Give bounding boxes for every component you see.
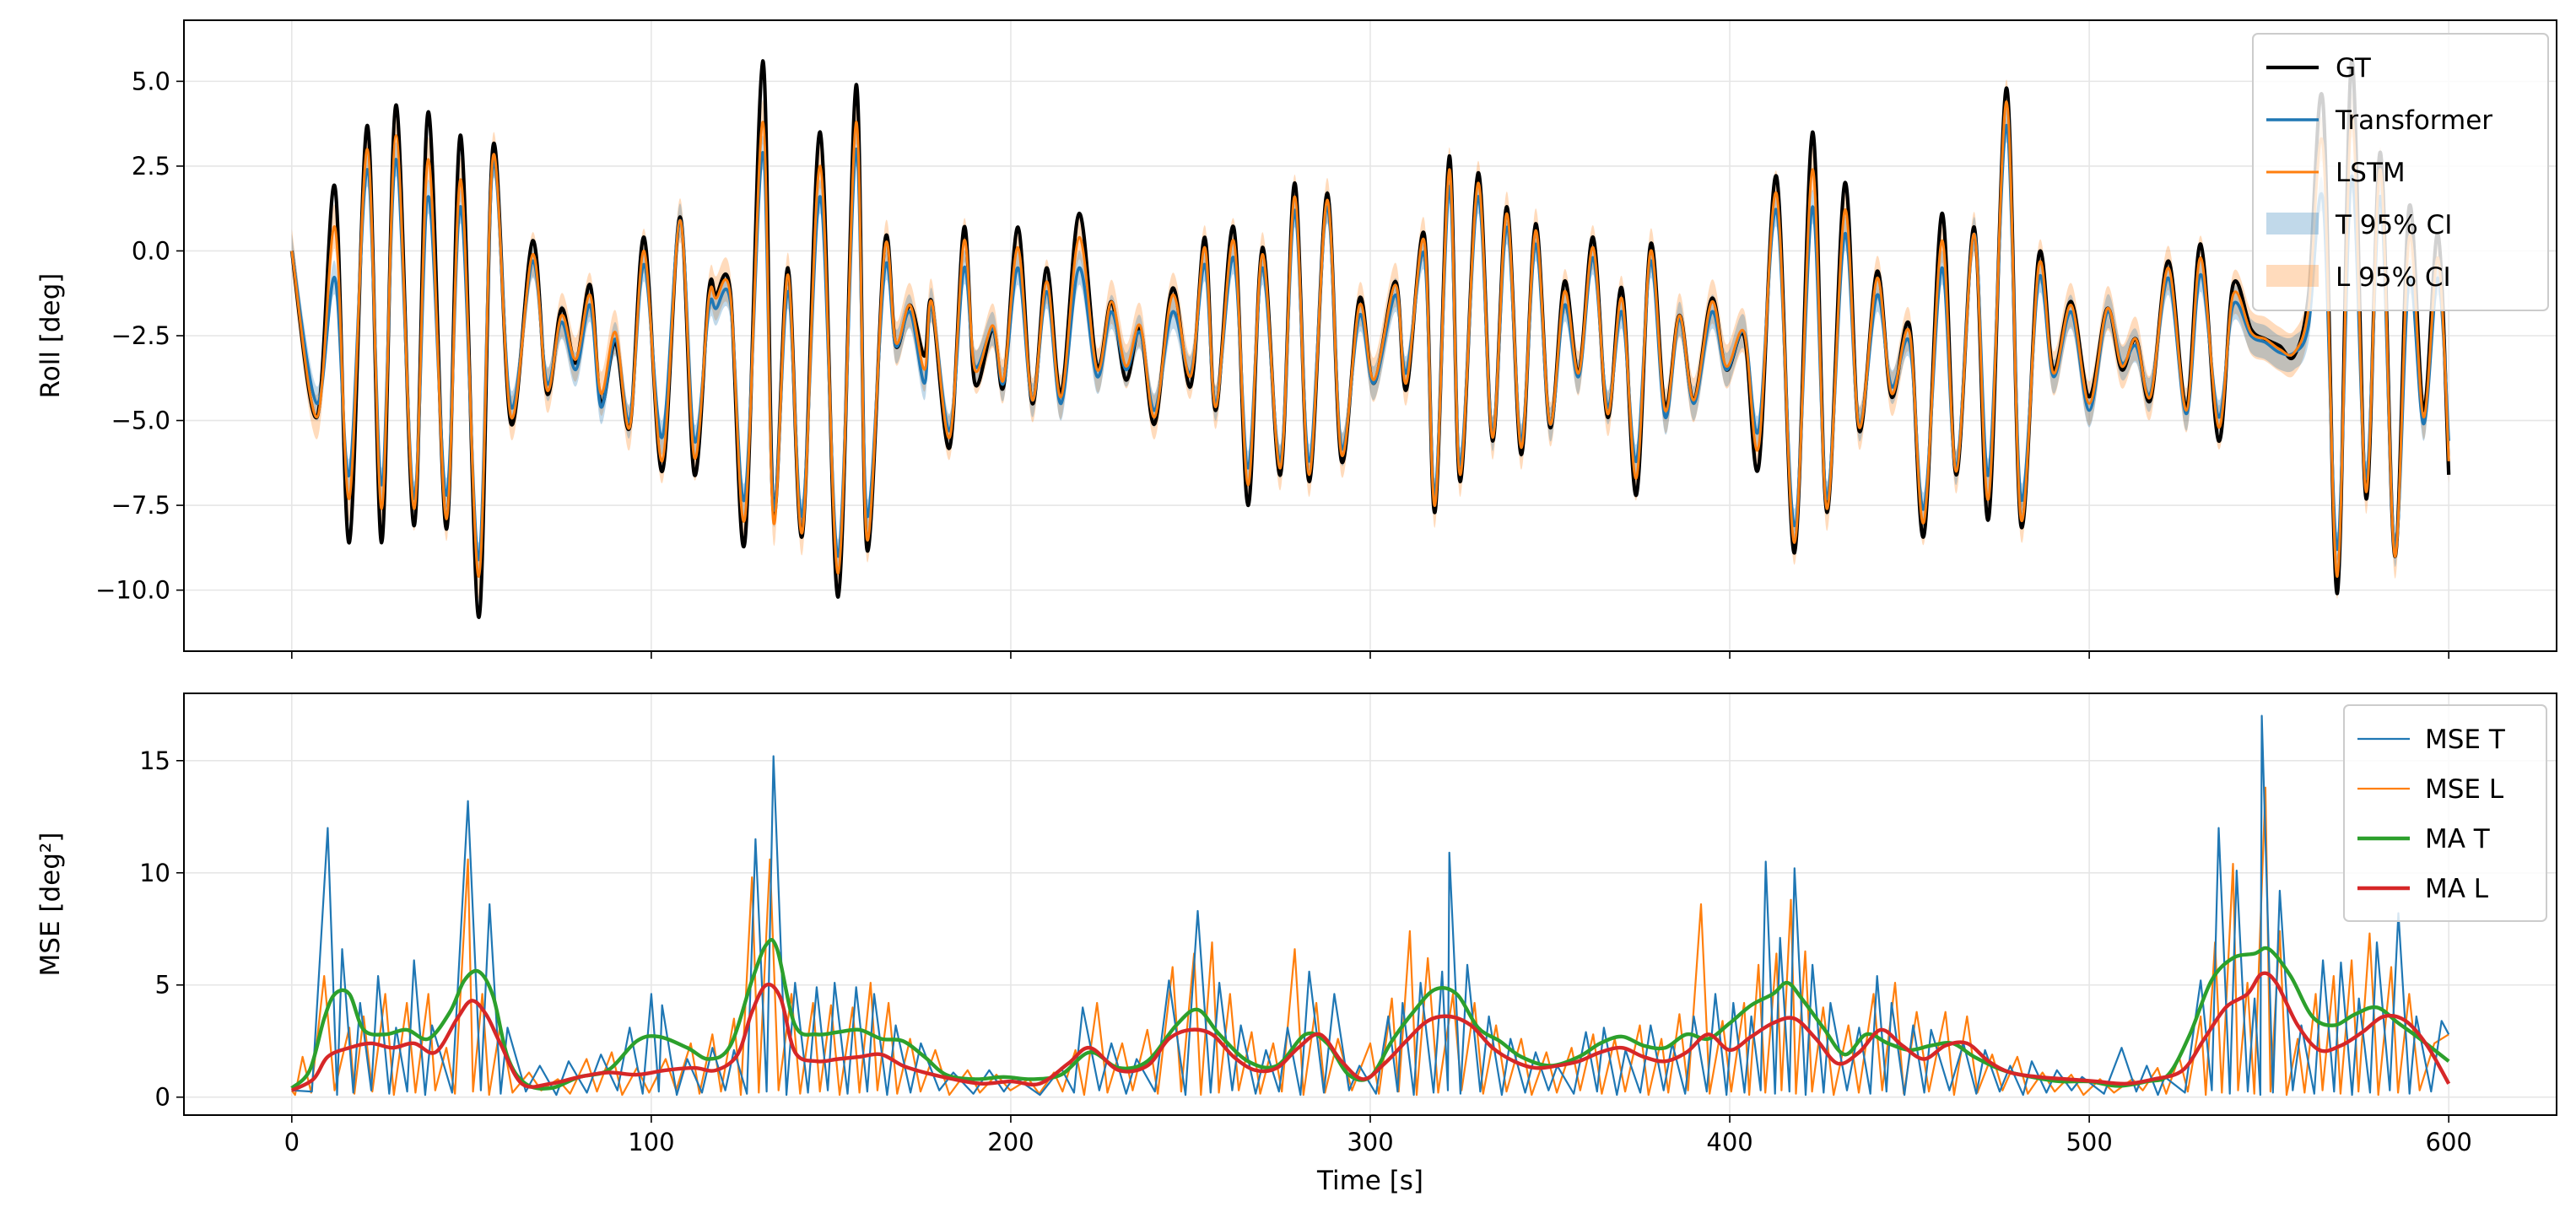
mse-x-axis-label: Time [s] [1316,1166,1423,1196]
y-tick-label: 5 [155,971,170,1000]
mse-ticks: 0 100 200 300 400 500 600 0 5 10 15 [139,746,2472,1156]
legend-label-transformer: Transformer [2335,105,2492,136]
legend-swatch-t-95-ci [2266,213,2319,234]
x-tick-label: 200 [987,1128,1034,1156]
legend-swatch-l-95-ci [2266,265,2319,287]
x-tick-label: 400 [1706,1128,1752,1156]
mse-y-axis-label: MSE [deg²] [35,833,66,977]
legend-label-t-95-ci: T 95% CI [2335,210,2452,240]
x-tick-label: 0 [284,1128,300,1156]
y-tick-label: 0 [155,1083,170,1112]
y-tick-label: 2.5 [132,152,170,181]
series-ma-l [290,971,2451,1092]
mse-data [290,714,2451,1097]
series-lstm [290,100,2450,579]
roll-legend: GT Transformer LSTM T 95% CI L 95% CI [2252,33,2549,311]
y-tick-label: 5.0 [132,67,170,95]
legend-label-mse-l: MSE L [2425,774,2504,805]
legend-box [2343,704,2547,922]
legend-label-ma-l: MA L [2425,874,2489,904]
legend-label-l-95-ci: L 95% CI [2336,262,2451,293]
roll-data [289,59,2451,619]
x-tick-label: 500 [2066,1128,2112,1156]
y-tick-label: −7.5 [111,491,170,520]
y-tick-label: 15 [139,746,170,775]
mse-grid [184,693,2557,1115]
x-tick-label: 100 [628,1128,674,1156]
legend-box [2252,33,2549,311]
legend-label-gt: GT [2336,53,2372,84]
mse-legend: MSE T MSE L MA T MA L [2343,704,2547,922]
roll-ticks: 5.0 2.5 0.0 −2.5 −5.0 −7.5 −10.0 [95,67,2449,659]
legend-label-lstm: LSTM [2336,158,2406,188]
legend-label-ma-t: MA T [2425,824,2491,854]
y-tick-label: 0.0 [132,236,170,265]
y-tick-label: −2.5 [111,321,170,350]
series-mse-l [290,786,2449,1097]
legend-label-mse-t: MSE T [2425,725,2506,755]
y-tick-label: −10.0 [95,576,170,605]
x-tick-label: 300 [1347,1128,1393,1156]
y-tick-label: −5.0 [111,407,170,435]
mse-panel: 0 100 200 300 400 500 600 0 5 10 15 MSE [deg²] Tim… [35,693,2557,1196]
roll-y-axis-label: Roll [deg] [35,273,66,399]
y-tick-label: 10 [139,859,170,887]
x-tick-label: 600 [2426,1128,2472,1156]
roll-grid [184,20,2557,651]
roll-panel: 5.0 2.5 0.0 −2.5 −5.0 −7.5 −10.0 Roll [deg] GT… [35,19,2557,659]
